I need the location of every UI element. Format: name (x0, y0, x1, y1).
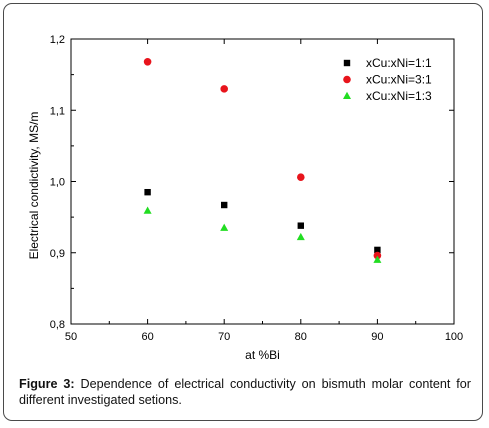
data-point-circle (143, 58, 152, 66)
x-tick-label: 100 (445, 331, 463, 343)
data-point-circle (297, 173, 305, 182)
data-point-square (374, 246, 381, 254)
legend-label: xCu:xNi=1:1 (366, 56, 432, 70)
legend: xCu:xNi=1:1 xCu:xNi=3:1 xCu:xNi=1:3 (343, 56, 432, 103)
data-point-square (221, 201, 228, 209)
x-axis-label: at %Bi (245, 348, 280, 362)
x-tick-label: 80 (295, 331, 307, 343)
y-tick-label: 1,0 (50, 177, 65, 189)
data-point-triangle (220, 223, 229, 231)
y-tick-label: 0,8 (50, 319, 65, 331)
x-tick-label: 70 (218, 331, 230, 343)
data-points (143, 58, 382, 263)
legend-marker-square (343, 59, 351, 67)
data-point-square (144, 188, 151, 196)
data-point-triangle (373, 255, 382, 263)
legend-marker-triangle (343, 91, 351, 99)
data-point-triangle (143, 206, 152, 214)
x-tick-label: 50 (65, 331, 77, 343)
axes: 50 60 70 80 90 100 0,8 0,9 1,0 1,1 1,2 (50, 34, 463, 343)
data-point-circle (220, 85, 228, 93)
data-point-square (297, 222, 304, 229)
y-axis-label: Electrical condictivity, MS/m (27, 112, 41, 260)
y-tick-label: 0,9 (50, 248, 65, 260)
data-point-triangle (296, 232, 305, 241)
legend-label: xCu:xNi=3:1 (366, 73, 432, 87)
y-tick-label: 1,1 (50, 105, 65, 117)
legend-marker-circle (343, 75, 351, 84)
legend-label: xCu:xNi=1:3 (366, 89, 432, 103)
caption-label: Figure 3: (19, 377, 75, 391)
figure-caption: Figure 3: Dependence of electrical condu… (19, 376, 471, 408)
caption-text: Dependence of electrical conductivity on… (19, 377, 471, 407)
x-tick-label: 60 (141, 331, 153, 343)
y-tick-label: 1,2 (50, 34, 65, 46)
x-tick-label: 90 (371, 331, 383, 343)
data-point-circle (373, 251, 382, 260)
figure-frame (3, 3, 483, 421)
